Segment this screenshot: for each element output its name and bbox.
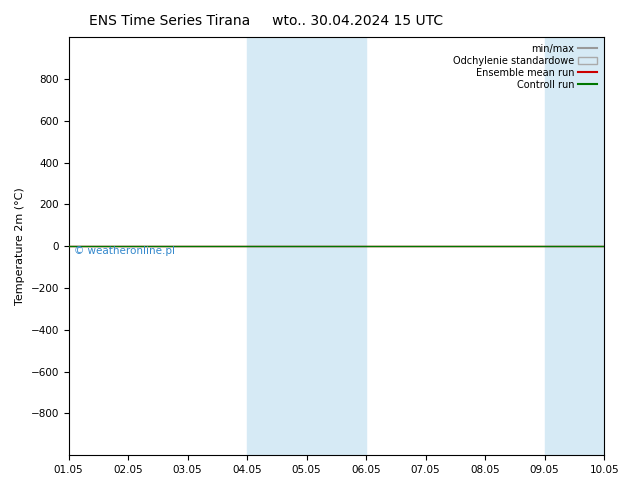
- Text: © weatheronline.pl: © weatheronline.pl: [74, 246, 175, 256]
- Legend: min/max, Odchylenie standardowe, Ensemble mean run, Controll run: min/max, Odchylenie standardowe, Ensembl…: [449, 40, 601, 94]
- Bar: [247, 37, 366, 455]
- Text: ENS Time Series Tirana     wto.. 30.04.2024 15 UTC: ENS Time Series Tirana wto.. 30.04.2024 …: [89, 14, 443, 28]
- Bar: [545, 37, 604, 455]
- Y-axis label: Temperature 2m (°C): Temperature 2m (°C): [15, 187, 25, 305]
